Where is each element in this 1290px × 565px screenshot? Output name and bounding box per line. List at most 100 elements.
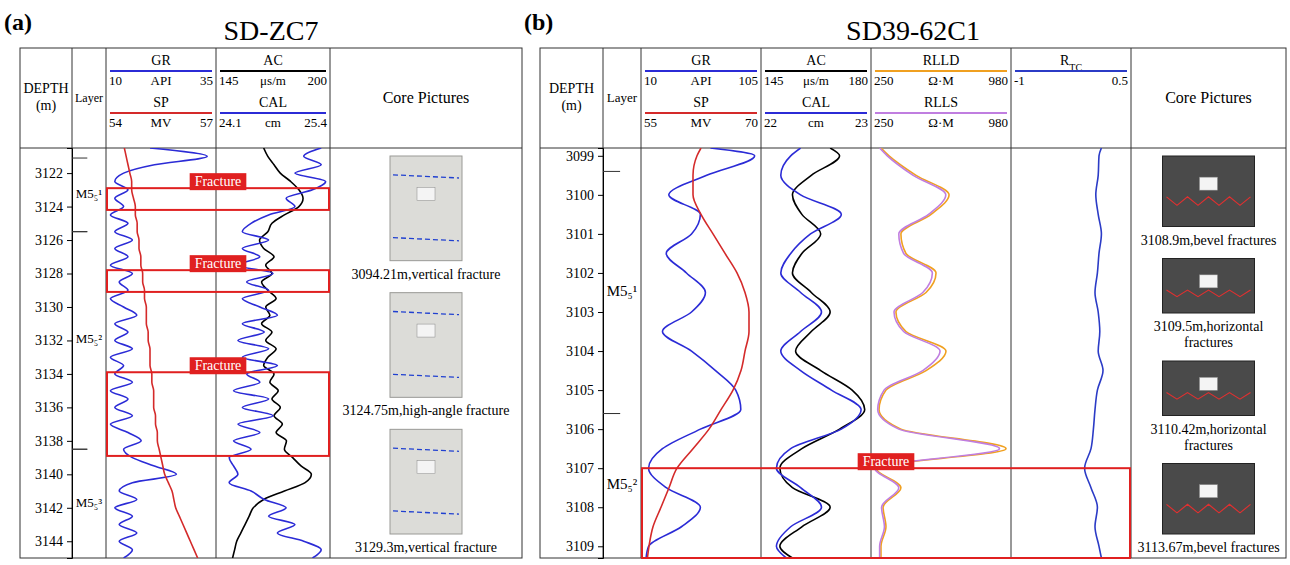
- depth-tick-mark: [67, 307, 72, 308]
- log-curve: [1085, 148, 1103, 558]
- curve-name-main: AC: [263, 53, 282, 68]
- layer-header: Layer: [75, 91, 103, 105]
- curve-scale-label: 180: [849, 73, 869, 88]
- layer-boundary: [72, 158, 87, 159]
- core-photo: [1163, 259, 1255, 314]
- depth-tick-label: 3130: [35, 300, 63, 315]
- core-photo-frame: [390, 293, 462, 398]
- track-curves: [776, 148, 864, 558]
- core-caption: 3113.67m,bevel fractures: [1137, 540, 1279, 555]
- curve-name: AC: [806, 53, 825, 68]
- layer-label: M5₅³: [76, 495, 103, 510]
- header-separator: [540, 148, 1286, 149]
- fracture-zone: [107, 188, 329, 210]
- depth-tick: 3130: [35, 300, 72, 315]
- curve-name: GR: [691, 53, 711, 68]
- fracture-label: Fracture: [195, 256, 242, 271]
- depth-tick: 3102: [566, 266, 603, 281]
- core-photo-frame: [1163, 259, 1255, 314]
- log-curve: [776, 148, 861, 558]
- core-photo-frame: [1163, 156, 1255, 227]
- depth-tick-label: 3109: [566, 539, 594, 554]
- depth-tick-label: 3101: [566, 227, 594, 242]
- core-photo-fracture: [393, 374, 459, 377]
- core-photo: [390, 429, 462, 534]
- depth-tick: 3100: [566, 188, 603, 203]
- caption-line: 3124.75m,high-angle fracture: [343, 403, 510, 418]
- depth-tick-label: 3108: [566, 500, 594, 515]
- column-separator: [761, 48, 762, 558]
- curve-scale-label: 980: [989, 73, 1009, 88]
- depth-tick: 3106: [566, 422, 603, 437]
- core-photo-fracture: [1167, 393, 1251, 400]
- curve-unit: μs/m: [803, 73, 829, 88]
- core-caption: 3124.75m,high-angle fracture: [343, 403, 510, 418]
- depth-tick-mark: [67, 240, 72, 241]
- depth-tick-label: 3106: [566, 422, 594, 437]
- depth-tick: 3142: [35, 501, 72, 516]
- curve-header-line: [220, 112, 326, 114]
- log-curve: [646, 148, 755, 558]
- curve-scale-label: 200: [308, 73, 328, 88]
- core-photo-fracture: [393, 175, 459, 178]
- core-caption: 3110.42m,horizontalfractures: [1150, 422, 1266, 453]
- depth-tick-mark: [598, 273, 603, 274]
- curve-name-main: AC: [806, 53, 825, 68]
- track-curves: [646, 148, 755, 558]
- depth-tick: 3128: [35, 266, 72, 281]
- core-photo-fracture: [1167, 504, 1251, 512]
- curve-header-line: [765, 112, 867, 114]
- curve-name-main: CAL: [259, 95, 287, 110]
- curve-scale-label: 145: [764, 73, 784, 88]
- depth-tick: 3105: [566, 383, 603, 398]
- column-separator: [330, 48, 331, 558]
- curve-unit: cm: [265, 115, 281, 130]
- depth-tick-mark: [67, 340, 72, 341]
- core-caption: 3094.21m,vertical fracture: [352, 267, 501, 282]
- core-photo-fracture: [1167, 197, 1251, 205]
- curve-scale-label: 57: [200, 115, 214, 130]
- core-photo: [390, 156, 462, 261]
- core-photo-tag: [1200, 485, 1218, 498]
- core-photo-fracture: [393, 511, 459, 514]
- depth-tick-mark: [598, 429, 603, 430]
- depth-tick-label: 3104: [566, 344, 594, 359]
- depth-tick: 3124: [35, 200, 72, 215]
- curve-scale-label: 23: [855, 115, 868, 130]
- log-curve: [875, 148, 1000, 558]
- core-photo-tag: [1200, 275, 1218, 288]
- layer-label: M5₅¹: [76, 186, 103, 201]
- fracture-label: Fracture: [863, 454, 910, 469]
- curve-scale-label: 35: [200, 73, 213, 88]
- layer-boundary: [72, 449, 87, 450]
- depth-tick-label: 3144: [35, 534, 63, 549]
- core-header: Core Pictures: [1165, 89, 1252, 106]
- depth-tick: 3101: [566, 227, 603, 242]
- caption-line: 3110.42m,horizontal: [1150, 422, 1266, 437]
- core-caption: 3109.5m,horizontalfractures: [1154, 319, 1264, 350]
- core-header: Core Pictures: [383, 89, 470, 106]
- depth-tick-label: 3126: [35, 233, 63, 248]
- curve-scale-label: 250: [874, 115, 894, 130]
- layer-boundary: [72, 231, 87, 232]
- depth-tick-label: 3138: [35, 434, 63, 449]
- core-photo-frame: [1163, 361, 1255, 416]
- depth-tick-label: 3128: [35, 266, 63, 281]
- depth-tick-mark: [598, 546, 603, 547]
- depth-tick-mark: [67, 374, 72, 375]
- curve-name: RLLD: [923, 53, 960, 68]
- curve-header-line: [645, 112, 757, 114]
- caption-line: 3113.67m,bevel fractures: [1137, 540, 1279, 555]
- panel-title: SD-ZC7: [224, 15, 319, 46]
- depth-header: DEPTH: [549, 81, 594, 96]
- core-photo-tag: [417, 461, 435, 474]
- depth-tick-label: 3102: [566, 266, 594, 281]
- column-separator: [216, 48, 217, 558]
- depth-tick-mark: [67, 508, 72, 509]
- depth-tick-mark: [67, 541, 72, 542]
- core-caption: 3108.9m,bevel fractures: [1141, 233, 1277, 248]
- core-photo: [1163, 156, 1255, 227]
- caption-line: 3109.5m,horizontal: [1154, 319, 1264, 334]
- fracture-zone: [107, 372, 329, 456]
- curve-unit: MV: [691, 115, 713, 130]
